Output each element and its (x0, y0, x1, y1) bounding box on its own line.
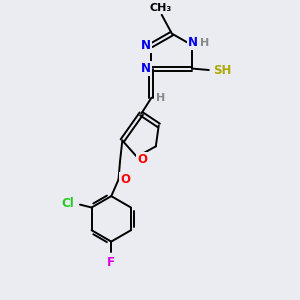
Text: O: O (137, 153, 147, 166)
Text: Cl: Cl (61, 196, 74, 210)
Text: H: H (200, 38, 209, 48)
Text: N: N (188, 36, 198, 50)
Text: CH₃: CH₃ (149, 3, 171, 13)
Text: N: N (141, 62, 151, 75)
Text: O: O (120, 173, 130, 186)
Text: F: F (107, 256, 115, 269)
Text: SH: SH (213, 64, 231, 76)
Text: H: H (156, 93, 165, 103)
Text: N: N (141, 39, 151, 52)
